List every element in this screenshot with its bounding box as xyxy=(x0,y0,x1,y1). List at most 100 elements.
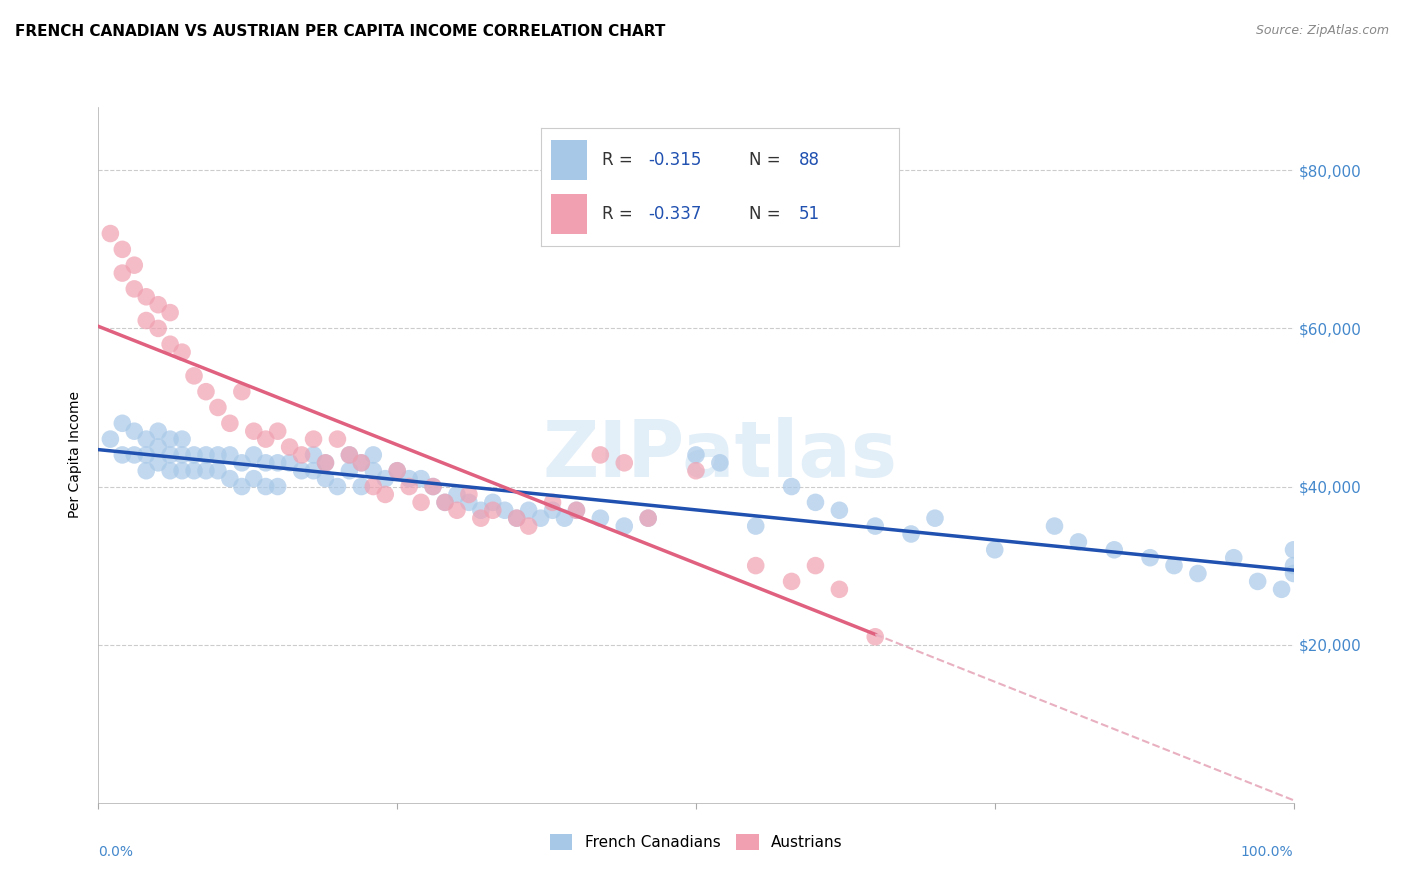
Point xyxy=(1247,574,1270,589)
Point xyxy=(98,227,122,241)
Point xyxy=(1223,550,1246,565)
Point xyxy=(506,511,529,525)
Point xyxy=(302,448,325,462)
Point xyxy=(613,519,636,533)
Point xyxy=(458,487,481,501)
Legend: French Canadians, Austrians: French Canadians, Austrians xyxy=(541,827,851,858)
Point xyxy=(374,487,396,501)
Point xyxy=(98,432,122,446)
Point xyxy=(900,527,922,541)
Point xyxy=(745,519,768,533)
Point xyxy=(302,464,325,478)
Point xyxy=(124,448,146,462)
Point xyxy=(411,495,433,509)
Point xyxy=(219,417,242,431)
Point xyxy=(1282,558,1305,573)
Point xyxy=(135,432,157,446)
Point xyxy=(589,511,612,525)
Point xyxy=(111,448,134,462)
Point xyxy=(541,495,564,509)
Point xyxy=(1282,566,1305,581)
Point xyxy=(267,424,290,438)
Point xyxy=(637,511,659,525)
Point xyxy=(350,456,373,470)
Point xyxy=(780,479,803,493)
Point xyxy=(1104,542,1126,557)
Y-axis label: Per Capita Income: Per Capita Income xyxy=(69,392,83,518)
Text: 0.0%: 0.0% xyxy=(98,845,134,858)
Point xyxy=(183,368,205,383)
Point xyxy=(804,558,827,573)
Point xyxy=(195,464,218,478)
Point xyxy=(148,440,170,454)
Point xyxy=(709,456,731,470)
Point xyxy=(481,495,505,509)
Point xyxy=(363,479,385,493)
Point xyxy=(111,266,134,280)
Point xyxy=(135,464,157,478)
Point xyxy=(159,305,181,319)
Point xyxy=(195,384,218,399)
Point xyxy=(530,511,553,525)
Point xyxy=(517,503,540,517)
Point xyxy=(1187,566,1209,581)
Point xyxy=(780,574,803,589)
Point xyxy=(613,456,636,470)
Point xyxy=(828,582,851,597)
Point xyxy=(339,448,361,462)
Point xyxy=(828,503,851,517)
Point xyxy=(685,464,707,478)
Point xyxy=(172,448,194,462)
Point xyxy=(865,519,887,533)
Point xyxy=(541,503,564,517)
Point xyxy=(481,503,505,517)
Point xyxy=(231,479,253,493)
Point xyxy=(984,542,1007,557)
Point xyxy=(315,472,337,486)
Point xyxy=(159,464,181,478)
Point xyxy=(231,384,253,399)
Point xyxy=(243,472,266,486)
Point xyxy=(924,511,946,525)
Point xyxy=(422,479,444,493)
Point xyxy=(398,479,420,493)
Point xyxy=(172,345,194,359)
Point xyxy=(159,432,181,446)
Point xyxy=(339,464,361,478)
Point xyxy=(589,448,612,462)
Point xyxy=(111,243,134,257)
Point xyxy=(385,464,409,478)
Point xyxy=(148,456,170,470)
Point xyxy=(267,456,290,470)
Point xyxy=(254,432,277,446)
Point xyxy=(124,282,146,296)
Point xyxy=(363,464,385,478)
Point xyxy=(243,448,266,462)
Point xyxy=(1043,519,1066,533)
Point xyxy=(637,511,659,525)
Text: ZIPatlas: ZIPatlas xyxy=(543,417,897,493)
Point xyxy=(254,479,277,493)
Point xyxy=(159,337,181,351)
Point xyxy=(385,464,409,478)
Point xyxy=(411,472,433,486)
Point xyxy=(363,448,385,462)
Point xyxy=(135,290,157,304)
Point xyxy=(1139,550,1161,565)
Point xyxy=(494,503,516,517)
Point xyxy=(434,495,457,509)
Point xyxy=(554,511,576,525)
Point xyxy=(254,456,277,470)
Point xyxy=(207,448,229,462)
Point xyxy=(374,472,396,486)
Point xyxy=(124,258,146,272)
Point xyxy=(231,456,253,470)
Point xyxy=(446,503,468,517)
Point xyxy=(446,487,468,501)
Point xyxy=(315,456,337,470)
Point xyxy=(350,456,373,470)
Point xyxy=(172,432,194,446)
Point xyxy=(458,495,481,509)
Point xyxy=(207,464,229,478)
Point xyxy=(517,519,540,533)
